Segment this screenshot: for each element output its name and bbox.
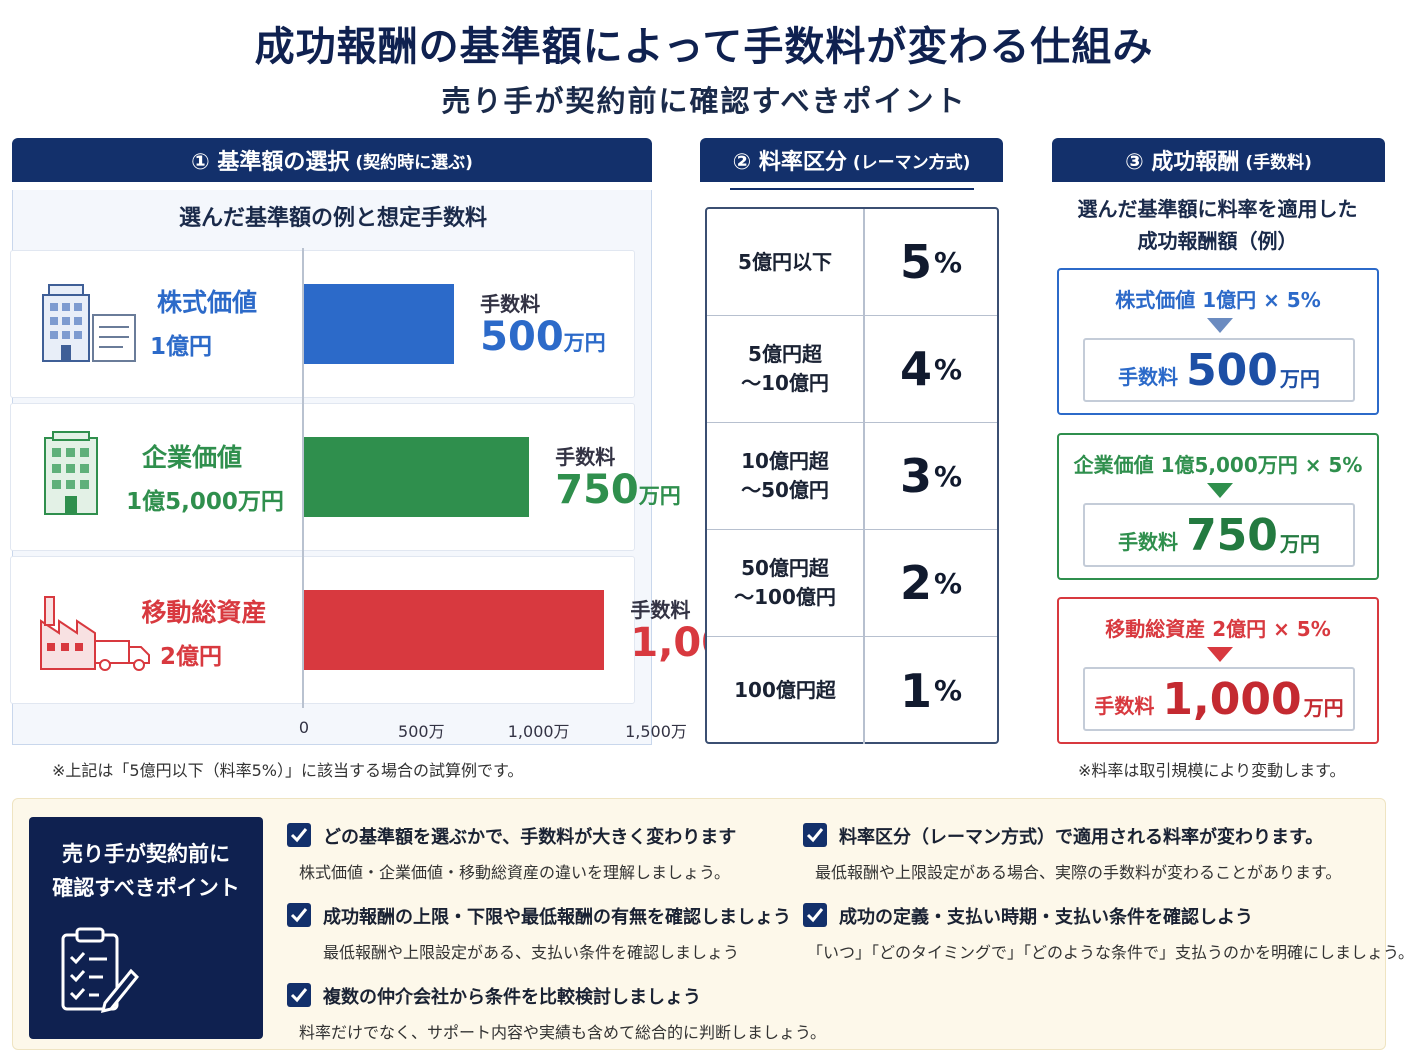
check-point-title: 成功の定義・支払い時期・支払い条件を確認しよう — [839, 907, 1253, 928]
section1-note: ※上記は「5億円以下（料率5%）」に該当する場合の試算例です。 — [52, 761, 524, 780]
rate-row: 5億円超 ～10億円 4% — [707, 316, 997, 423]
section3-intro: 選んだ基準額に料率を適用した 成功報酬額（例） — [1077, 197, 1358, 253]
rate-row: 50億円超 ～100億円 2% — [707, 530, 997, 637]
fee-bar — [304, 437, 530, 517]
calc-result: 手数料 500 万円 — [1083, 338, 1355, 402]
check-point-title: 料率区分（レーマン方式）で適用される料率が変わります。 — [839, 827, 1324, 848]
clipboard-checklist-icon — [59, 925, 140, 1019]
section1-header-title: ① 基準額の選択 — [191, 150, 350, 175]
fee-value: 750万円 — [555, 467, 681, 513]
base-name: 株式価値 — [156, 288, 257, 317]
rate-band: 100億円超 — [707, 637, 865, 744]
checklist-title: 売り手が契約前に 確認すべきポイント — [52, 842, 240, 900]
axis-tick-label: 0 — [298, 718, 310, 737]
down-arrow-icon — [1207, 318, 1233, 333]
down-arrow-icon — [1207, 483, 1233, 498]
rate-row: 10億円超 ～50億円 3% — [707, 423, 997, 530]
rate-percent: 4% — [899, 342, 963, 396]
rate-band: 50億円超 ～100億円 — [707, 530, 865, 636]
check-point-title: 複数の仲介会社から条件を比較検討しましょう — [323, 987, 701, 1008]
base-amount: 2億円 — [159, 644, 222, 670]
axis-tick-label: 500万 — [398, 722, 445, 741]
calc-result: 手数料 1,000 万円 — [1083, 667, 1355, 731]
section3-note: ※料率は取引規模により変動します。 — [1078, 761, 1346, 780]
base-name: 企業価値 — [141, 443, 242, 472]
fee-label: 手数料 — [480, 292, 541, 316]
check-point-desc: 料率だけでなく、サポート内容や実績も含めて総合的に判断しましょう。 — [299, 1023, 827, 1042]
rate-band: 5億円以下 — [707, 209, 865, 315]
page-subtitle: 売り手が契約前に確認すべきポイント — [441, 84, 967, 118]
chart-axis-line — [302, 248, 304, 708]
rate-percent: 5% — [899, 235, 963, 289]
fee-bar — [304, 284, 455, 364]
section3-header: ③ 成功報酬 (手数料) — [1052, 138, 1385, 182]
section2-header: ② 料率区分 (レーマン方式) — [700, 138, 1003, 182]
calc-card-assets: 移動総資産 2億円 × 5% 手数料 1,000 万円 — [1057, 597, 1379, 744]
base-name: 移動総資産 — [141, 598, 267, 627]
fee-bar — [304, 590, 605, 670]
calc-equation: 株式価値 1億円 × 5% — [1115, 288, 1321, 312]
check-point-desc: 株式価値・企業価値・移動総資産の違いを理解しましょう。 — [299, 863, 731, 882]
section1-header: ① 基準額の選択 (契約時に選ぶ) — [12, 138, 652, 182]
section1-panel-title: 選んだ基準額の例と想定手数料 — [178, 206, 487, 231]
section1-header-note: (契約時に選ぶ) — [355, 152, 473, 173]
base-amount: 1億円 — [149, 334, 212, 360]
office-building-certificate-icon — [39, 281, 139, 369]
rate-percent: 2% — [899, 556, 963, 610]
section2-divider — [730, 188, 974, 190]
section3-header-note: (手数料) — [1245, 152, 1312, 173]
calc-equation: 企業価値 1億5,000万円 × 5% — [1073, 453, 1363, 477]
rate-percent: 1% — [899, 663, 963, 718]
rate-band: 5億円超 ～10億円 — [707, 316, 865, 422]
checkbox-checked-icon — [287, 983, 311, 1007]
fee-label: 手数料 — [630, 598, 691, 622]
page-title: 成功報酬の基準額によって手数料が変わる仕組み — [254, 24, 1154, 70]
check-point-title: 成功報酬の上限・下限や最低報酬の有無を確認しましょう — [323, 907, 791, 928]
checklist-panel: 売り手が契約前に 確認すべきポイント どの基準額を選ぶかで、手数料が大きく変わり… — [12, 798, 1408, 1050]
rate-percent: 3% — [899, 449, 963, 503]
calc-card-enterprise: 企業価値 1億5,000万円 × 5% 手数料 750 万円 — [1057, 433, 1379, 580]
checkbox-checked-icon — [803, 903, 827, 927]
axis-tick-label: 1,500万 — [625, 722, 687, 741]
rate-row: 100億円超 1% — [707, 637, 997, 744]
calc-card-stock: 株式価値 1億円 × 5% 手数料 500 万円 — [1057, 268, 1379, 415]
section3-header-title: ③ 成功報酬 — [1125, 150, 1240, 175]
fee-label: 手数料 — [555, 445, 616, 469]
office-building-icon — [39, 430, 103, 522]
check-point-desc: 最低報酬や上限設定がある、支払い条件を確認しましょう — [323, 943, 740, 962]
check-point-desc: 最低報酬や上限設定がある場合、実際の手数料が変わることがあります。 — [815, 863, 1342, 882]
calc-equation: 移動総資産 2億円 × 5% — [1105, 617, 1331, 641]
checkbox-checked-icon — [287, 823, 311, 847]
check-point-desc: 「いつ」「どのタイミングで」「どのような条件で」支払うのかを明確にしましょう。 — [807, 943, 1408, 962]
section2-header-title: ② 料率区分 — [732, 150, 847, 175]
axis-tick-label: 1,000万 — [507, 722, 570, 741]
checkbox-checked-icon — [287, 903, 311, 927]
checkbox-checked-icon — [803, 823, 827, 847]
section2-header-note: (レーマン方式) — [852, 152, 971, 173]
base-amount: 1億5,000万円 — [126, 489, 284, 515]
check-point-title: どの基準額を選ぶかで、手数料が大きく変わります — [323, 827, 737, 848]
rate-row: 5億円以下 5% — [707, 209, 997, 316]
rate-table: 5億円以下 5% 5億円超 ～10億円 4% 10億円超 ～50億円 3% 50… — [705, 207, 999, 744]
factory-truck-icon — [37, 591, 153, 677]
checklist-card: 売り手が契約前に 確認すべきポイント — [29, 817, 263, 1039]
down-arrow-icon — [1207, 647, 1233, 662]
calc-result: 手数料 750 万円 — [1083, 503, 1355, 567]
fee-value: 500万円 — [480, 314, 606, 360]
rate-band: 10億円超 ～50億円 — [707, 423, 865, 529]
